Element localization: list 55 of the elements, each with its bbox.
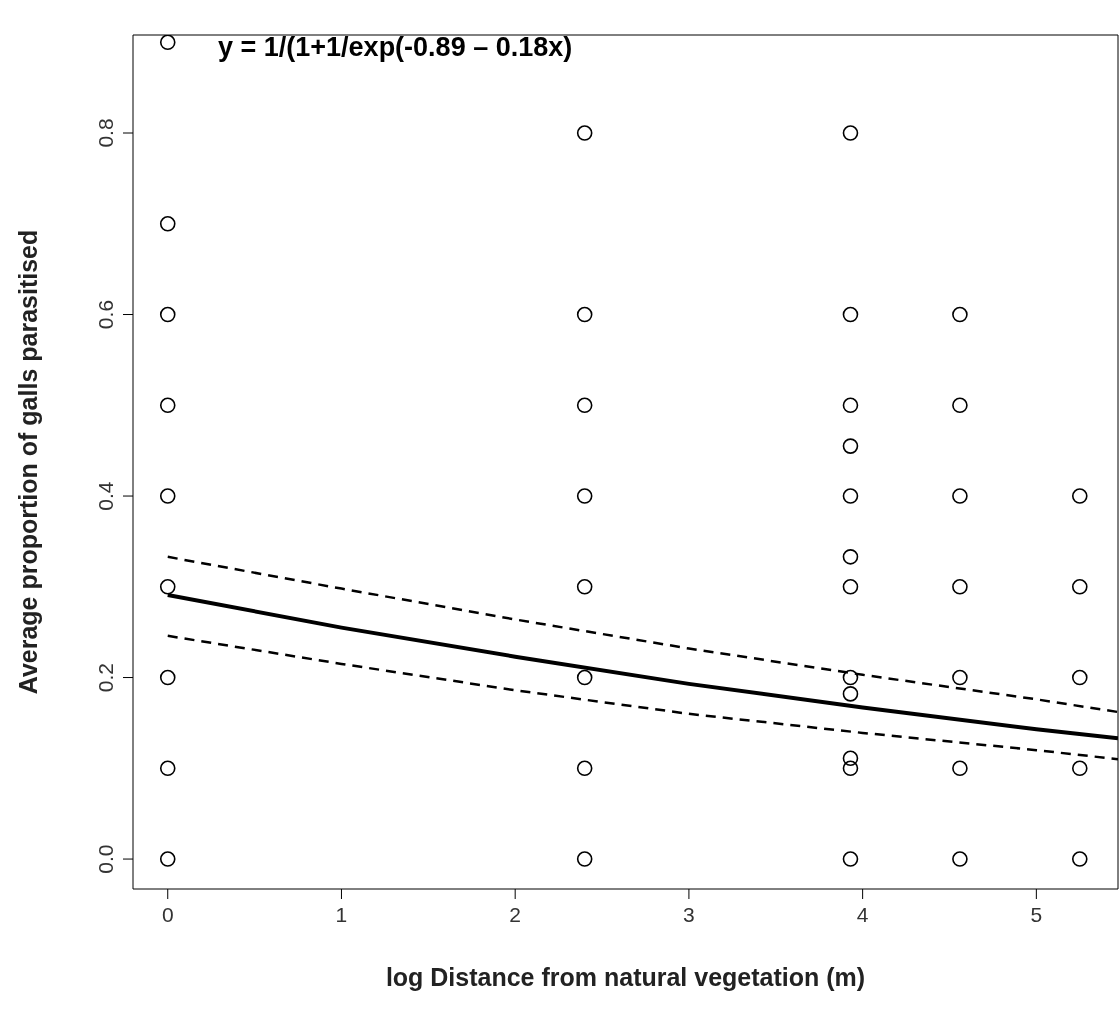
point [842,488,859,504]
point [842,125,859,141]
x-tick-label: 3 [683,902,695,926]
point [1071,578,1088,595]
y-tick-label: 0.8 [94,118,117,148]
point [952,397,968,414]
point [576,851,593,867]
y-tick-label: 0.6 [94,299,117,330]
point [952,669,968,686]
x-tick-label: 4 [856,902,869,926]
y-tick-label: 0.0 [94,844,117,874]
x-tick-label: 0 [161,902,174,926]
x-tick-label: 2 [509,902,522,926]
point [159,306,176,323]
point [576,669,593,686]
point [842,760,859,777]
point [842,306,859,323]
point [842,669,859,686]
x-axis-title: log Distance from natural vegetation (m) [385,963,866,991]
point [159,488,176,504]
point [952,578,968,595]
point [159,35,176,51]
point [576,760,593,777]
point [842,549,859,565]
point [952,851,968,867]
point [952,488,968,504]
point [842,750,859,767]
point [1071,851,1088,867]
y-axis-title: Average proportion of galls parasitised [13,229,42,695]
point [842,397,859,414]
point [159,578,176,595]
point [1071,488,1088,504]
point [159,760,176,777]
point [576,488,593,504]
y-tick-label: 0.2 [94,662,117,693]
point [576,125,593,141]
point [952,306,968,323]
point [952,760,968,777]
point [842,438,859,454]
point [842,686,859,702]
point [159,669,176,686]
point [1071,669,1088,686]
point [1071,760,1088,777]
point [842,851,859,867]
x-tick-label: 1 [335,902,348,926]
x-tick-label: 5 [1030,902,1043,926]
annotation: y = 1/(1+1/exp(-0.89 – 0.18x) [218,32,573,63]
point [842,578,859,595]
point [159,397,176,414]
point [159,851,176,867]
point [159,215,176,232]
y-tick-label: 0.4 [94,481,117,511]
point [576,578,593,595]
point [576,306,593,323]
point [576,397,593,414]
